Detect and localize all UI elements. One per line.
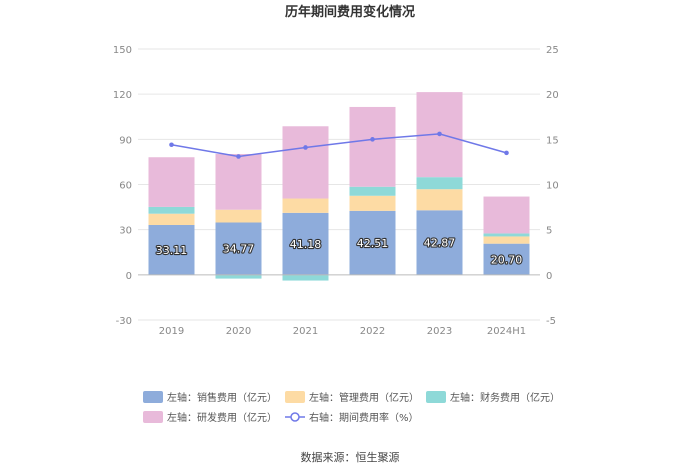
bar-segment <box>148 206 195 214</box>
left-tick-label: 120 <box>113 90 132 101</box>
bar-segment <box>282 198 329 213</box>
legend-swatch <box>426 391 446 403</box>
bar-segment <box>416 210 463 275</box>
x-tick-label: 2022 <box>360 326 385 337</box>
x-tick-label: 2024H1 <box>487 326 526 337</box>
rate-line-point <box>169 142 174 148</box>
right-tick-label: 0 <box>546 271 552 282</box>
bar-segment <box>282 126 329 199</box>
bar-segment <box>483 233 530 237</box>
rate-line-point <box>303 145 308 150</box>
bar-segment <box>215 222 262 275</box>
left-tick-label: 90 <box>119 135 132 146</box>
bar-segment <box>483 243 530 275</box>
bar-data-label: 41.18 <box>290 238 322 251</box>
right-tick-label: 15 <box>546 135 559 146</box>
right-axis-ticks: 25 20 15 10 5 0 -5 <box>546 45 559 327</box>
legend-label: 左轴：研发费用（亿元） <box>167 411 277 424</box>
left-tick-label: 0 <box>126 271 132 282</box>
right-tick-label: 10 <box>546 181 559 192</box>
bar-segment <box>349 186 396 196</box>
right-tick-label: 5 <box>546 226 552 237</box>
source-note: 数据来源：恒生聚源 <box>301 450 400 464</box>
left-tick-label: 60 <box>119 181 132 192</box>
bars: 33.11 34.77 41.18 42.51 42.87 20.70 <box>148 92 530 281</box>
bar-data-label: 42.87 <box>424 237 456 250</box>
rate-line-point <box>504 150 509 156</box>
left-axis-ticks: 150 120 90 60 30 0 -30 <box>113 45 132 327</box>
bar-segment <box>215 153 262 210</box>
legend-swatch <box>143 411 163 423</box>
bar-segment <box>416 177 463 190</box>
bar-segment <box>148 213 195 225</box>
rate-line-point <box>437 131 442 137</box>
bar-segment <box>215 209 262 223</box>
legend-label: 左轴：销售费用（亿元） <box>167 391 277 404</box>
right-tick-label: 25 <box>546 45 559 56</box>
x-tick-label: 2020 <box>226 326 251 337</box>
rate-line-point <box>370 137 375 142</box>
x-tick-label: 2023 <box>427 326 452 337</box>
left-tick-label: 150 <box>113 45 132 56</box>
legend: 左轴：销售费用（亿元） 左轴：管理费用（亿元） 左轴：财务费用（亿元） 左轴：研发费用… <box>143 391 560 424</box>
bar-segment <box>148 224 195 275</box>
bar-data-label: 42.51 <box>357 237 389 250</box>
bar-segment <box>483 236 530 244</box>
right-tick-label: -5 <box>546 316 556 327</box>
left-tick-label: 30 <box>119 226 132 237</box>
rate-line-point <box>236 154 241 159</box>
bar-segment <box>416 189 463 211</box>
x-tick-label: 2021 <box>293 326 318 337</box>
left-tick-label: -30 <box>116 316 132 327</box>
bar-data-label: 34.77 <box>223 243 255 256</box>
bar-data-label: 33.11 <box>156 244 188 257</box>
legend-label: 左轴：财务费用（亿元） <box>450 391 560 404</box>
legend-line-marker <box>290 412 300 422</box>
bar-segment <box>483 196 530 234</box>
bar-segment <box>282 212 329 275</box>
legend-swatch <box>285 391 305 403</box>
chart-title: 历年期间费用变化情况 <box>285 4 415 20</box>
legend-label: 左轴：管理费用（亿元） <box>309 391 419 404</box>
rate-line <box>169 131 509 159</box>
bar-segment <box>215 274 262 279</box>
rate-line-path <box>171 133 507 158</box>
x-axis-labels: 2019 2020 2021 2022 2023 2024H1 <box>159 326 526 337</box>
legend-swatch <box>143 391 163 403</box>
grid-lines <box>138 48 540 321</box>
bar-segment <box>148 157 195 207</box>
x-tick-label: 2019 <box>159 326 184 337</box>
right-tick-label: 20 <box>546 90 559 101</box>
bar-segment <box>349 195 396 211</box>
legend-label: 右轴：期间费用率（%） <box>309 411 419 424</box>
bar-segment <box>349 106 396 187</box>
bar-segment <box>282 274 329 281</box>
bar-data-label: 20.70 <box>491 253 523 266</box>
bar-segment <box>349 210 396 275</box>
